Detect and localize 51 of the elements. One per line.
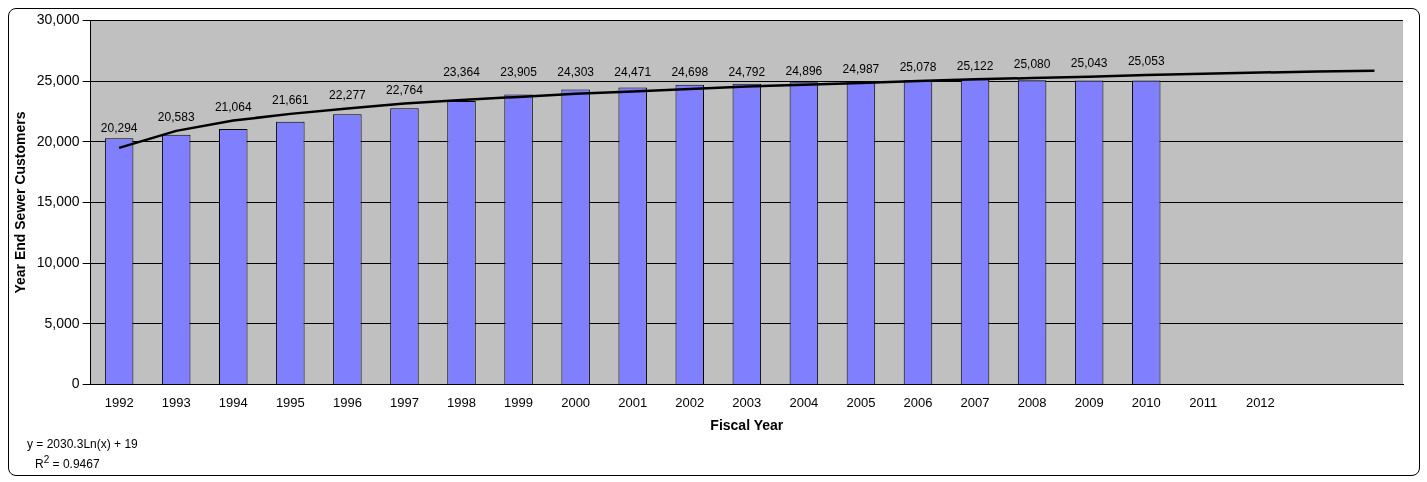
x-tick-label: 2002 bbox=[675, 394, 705, 410]
y-tick-label: 5,000 bbox=[44, 314, 80, 331]
x-tick-label: 1996 bbox=[332, 394, 362, 410]
data-label: 22,764 bbox=[386, 82, 424, 97]
x-tick-label: 2004 bbox=[789, 394, 819, 410]
y-tick-label: 25,000 bbox=[36, 71, 80, 88]
text: R$^{2}$ = 0.9467 bbox=[34, 453, 101, 472]
y-tick-label: 15,000 bbox=[36, 193, 80, 210]
text: y = 2030.3Ln(x) + 19 bbox=[27, 437, 138, 452]
x-tick-label: 1998 bbox=[447, 394, 476, 410]
data-label: 23,905 bbox=[500, 65, 538, 80]
data-label: 24,698 bbox=[671, 65, 709, 80]
x-tick-label: 2001 bbox=[618, 394, 648, 410]
x-tick-label: 2008 bbox=[1017, 394, 1047, 410]
data-label: 20,583 bbox=[157, 110, 195, 125]
data-label: 23,364 bbox=[443, 65, 481, 80]
x-tick-label: 2005 bbox=[846, 394, 876, 410]
y-tick-label: 0 bbox=[71, 375, 80, 392]
y-tick-label: 30,000 bbox=[36, 11, 80, 28]
data-label: 24,792 bbox=[728, 65, 766, 80]
x-tick-label: 2003 bbox=[732, 394, 762, 410]
x-tick-label: 1995 bbox=[275, 394, 305, 410]
x-tick-label: 2006 bbox=[903, 394, 933, 410]
x-tick-label: 2010 bbox=[1131, 394, 1161, 410]
data-label: 25,080 bbox=[1013, 57, 1051, 72]
y-tick-label: 10,000 bbox=[36, 254, 80, 271]
data-label: 24,987 bbox=[842, 62, 880, 77]
y-axis-title: Year End Sewer Customers bbox=[12, 111, 29, 294]
x-axis-title: Fiscal Year bbox=[710, 417, 784, 434]
x-tick-label: 2012 bbox=[1245, 394, 1275, 410]
y-tick-label: 20,000 bbox=[36, 132, 80, 149]
x-tick-label: 1999 bbox=[504, 394, 534, 410]
data-label: 24,471 bbox=[614, 65, 652, 80]
x-tick-label: 1997 bbox=[389, 394, 419, 410]
x-tick-label: 1992 bbox=[104, 394, 134, 410]
data-label: 25,053 bbox=[1127, 54, 1165, 69]
data-label: 22,277 bbox=[329, 87, 367, 102]
data-label: 25,122 bbox=[956, 58, 994, 73]
data-label: 24,303 bbox=[557, 65, 595, 80]
x-tick-label: 2000 bbox=[561, 394, 591, 410]
data-label: 24,896 bbox=[785, 64, 823, 79]
x-tick-label: 2007 bbox=[960, 394, 990, 410]
data-label: 25,078 bbox=[899, 60, 937, 75]
x-tick-label: 2009 bbox=[1074, 394, 1104, 410]
x-tick-label: 2011 bbox=[1189, 394, 1218, 410]
x-tick-label: 1994 bbox=[218, 394, 248, 410]
x-tick-label: 1993 bbox=[161, 394, 191, 410]
data-label: 25,043 bbox=[1070, 56, 1108, 71]
data-label: 21,064 bbox=[214, 99, 252, 114]
data-label: 21,661 bbox=[271, 93, 310, 108]
data-label: 20,294 bbox=[100, 120, 138, 135]
